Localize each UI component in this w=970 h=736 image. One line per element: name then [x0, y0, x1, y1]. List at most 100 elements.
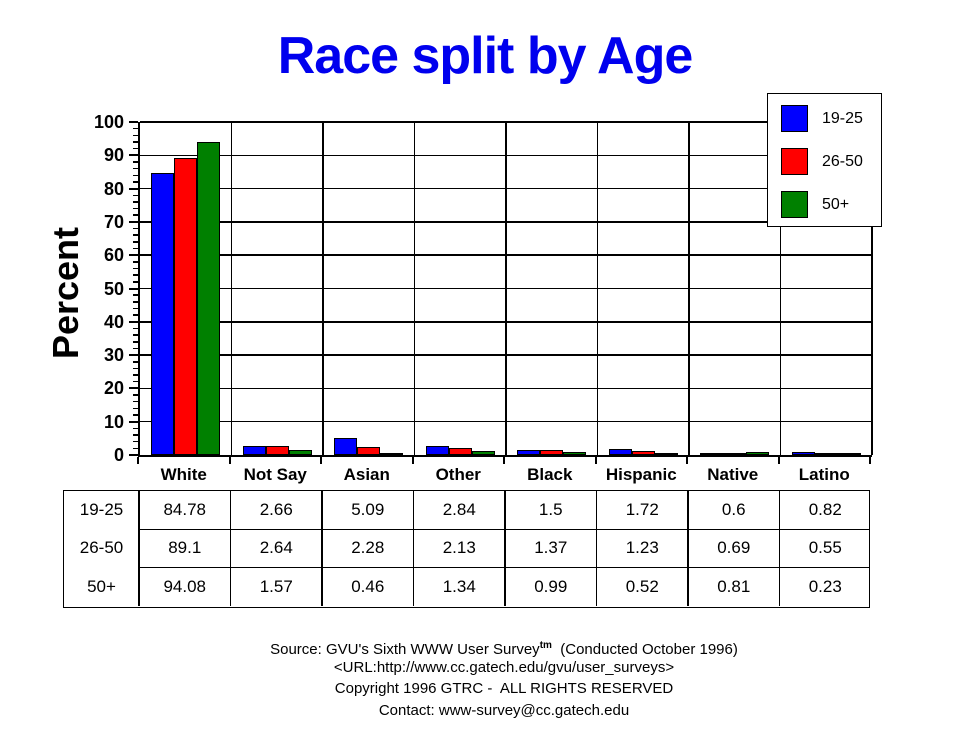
bar-19-25-Not Say — [242, 446, 266, 455]
footer-source-prefix: Source: GVU's Sixth WWW User Survey — [270, 641, 540, 658]
y-minor-tick — [133, 201, 138, 203]
y-minor-tick — [133, 307, 138, 310]
y-minor-tick — [133, 214, 138, 216]
table-cell: 0.82 — [808, 500, 842, 520]
y-minor-tick — [133, 367, 138, 370]
table-cell: 0.69 — [717, 538, 751, 558]
category-label-white: White — [160, 465, 207, 484]
y-tick-label: 100 — [93, 112, 124, 132]
y-minor-tick — [133, 440, 138, 443]
y-minor-tick — [133, 374, 138, 376]
footer-source-tm: tm — [539, 640, 552, 651]
y-tick-label: 90 — [103, 145, 124, 166]
x-tick — [869, 457, 871, 464]
y-minor-tick — [133, 134, 138, 137]
y-minor-tick — [133, 281, 138, 283]
y-minor-tick — [133, 261, 138, 263]
category-label-black: Black — [527, 465, 573, 484]
category-label-asian: Asian — [343, 465, 390, 484]
table-v-line — [504, 491, 506, 606]
y-tick-label: 10 — [103, 411, 124, 432]
bar-26-50-Not Say — [265, 446, 289, 455]
table-v-line — [229, 491, 232, 606]
footer-copyright-line: Copyright 1996 GTRC - ALL RIGHTS RESERVE… — [334, 680, 674, 697]
y-minor-tick — [133, 447, 138, 450]
x-tick — [320, 457, 322, 464]
bar-19-25-Asian — [334, 438, 358, 455]
y-minor-tick — [133, 347, 138, 350]
y-minor-tick — [133, 294, 138, 296]
y-minor-tick — [133, 167, 138, 170]
bar-19-25-Native — [700, 453, 724, 455]
table-v-line — [687, 491, 689, 606]
table-v-line — [595, 491, 598, 606]
y-minor-tick — [133, 414, 138, 416]
y-minor-tick — [133, 274, 138, 276]
table-cell: 0.46 — [351, 576, 385, 596]
bar-26-50-Native — [723, 452, 747, 455]
category-label-other: Other — [435, 465, 481, 484]
legend-swatch-50+ — [781, 191, 808, 218]
bar-50+-Latino — [837, 453, 861, 455]
y-tick-label: 70 — [103, 211, 124, 232]
bar-50+-Native — [746, 452, 770, 455]
bar-26-50-Asian — [357, 447, 381, 455]
table-cell: 5.09 — [351, 500, 385, 520]
y-tick-label: 50 — [103, 278, 124, 299]
table-cell: 0.23 — [808, 576, 842, 596]
bar-19-25-White — [151, 172, 175, 455]
y-minor-tick — [133, 141, 138, 143]
y-tick-label: 40 — [103, 311, 124, 332]
footer-source-line: Source: GVU's Sixth WWW User Surveytm (C… — [38, 637, 970, 659]
y-minor-tick — [133, 267, 138, 270]
table-cell: 1.23 — [625, 538, 659, 558]
table-row-label-19-25: 19-25 — [79, 500, 124, 520]
y-major-tick — [129, 187, 138, 190]
bar-19-25-Other — [425, 445, 449, 455]
bar-26-50-Hispanic — [631, 450, 655, 455]
y-minor-tick — [133, 301, 138, 303]
y-minor-tick — [133, 181, 138, 183]
bar-50+-Other — [471, 450, 495, 455]
y-major-tick — [129, 220, 138, 223]
legend-swatch-26-50 — [781, 148, 808, 175]
table-v-line — [412, 491, 415, 606]
bar-26-50-Black — [540, 450, 564, 455]
table-cell: 1.34 — [442, 576, 476, 596]
x-tick — [411, 457, 414, 464]
y-minor-tick — [133, 427, 138, 430]
category-label-latino: Latino — [798, 465, 850, 484]
y-minor-tick — [133, 361, 138, 363]
v-gridline — [871, 122, 873, 455]
y-minor-tick — [133, 407, 138, 410]
y-tick-label: 60 — [103, 245, 124, 266]
y-minor-tick — [133, 194, 138, 196]
table-cell: 0.52 — [625, 576, 659, 596]
table-h-line — [139, 566, 869, 569]
x-tick — [686, 457, 688, 464]
v-gridline — [230, 122, 233, 455]
footer-source-suffix: (Conducted October 1996) — [551, 641, 738, 658]
y-tick-label: 0 — [113, 445, 124, 465]
table-row-label-26-50: 26-50 — [79, 538, 124, 558]
bar-26-50-Latino — [814, 453, 838, 455]
x-tick — [777, 457, 780, 464]
table-cell: 2.28 — [351, 538, 385, 558]
bar-50+-Hispanic — [654, 453, 678, 455]
footer-url-line: <URL:http://www.cc.gatech.edu/gvu/user_s… — [333, 659, 675, 676]
y-minor-tick — [133, 247, 138, 250]
y-major-tick — [129, 354, 138, 357]
v-gridline — [596, 122, 599, 455]
table-v-line — [321, 491, 323, 606]
y-major-tick — [129, 387, 138, 390]
y-minor-tick — [133, 127, 138, 130]
table-cell: 89.1 — [168, 538, 202, 558]
table-cell: 2.64 — [259, 538, 293, 558]
table-v-line — [138, 491, 140, 606]
y-minor-tick — [133, 207, 138, 210]
table-cell: 2.84 — [442, 500, 476, 520]
y-major-tick — [129, 454, 138, 456]
bar-50+-Asian — [380, 453, 404, 455]
table-cell: 1.57 — [259, 576, 293, 596]
